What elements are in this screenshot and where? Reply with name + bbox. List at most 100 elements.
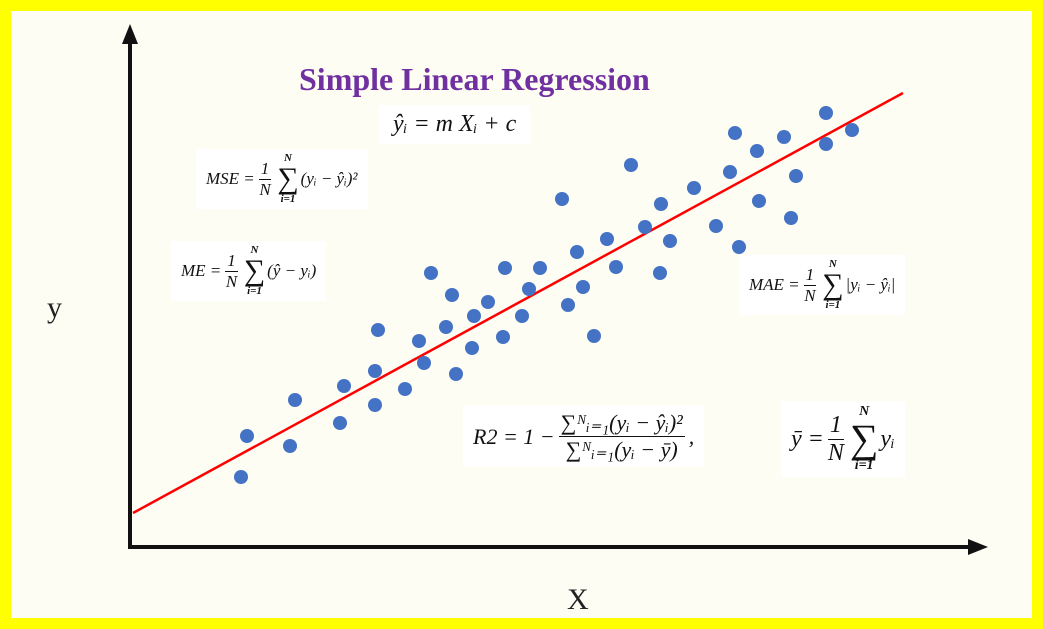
point	[240, 429, 254, 443]
point	[337, 379, 351, 393]
sum: N ∑ i=1	[850, 405, 879, 473]
sum-top: N	[828, 258, 837, 270]
point	[653, 266, 667, 280]
point	[496, 330, 510, 344]
point	[576, 280, 590, 294]
point	[234, 470, 248, 484]
point	[784, 211, 798, 225]
num: 1	[225, 250, 238, 272]
num: 1	[827, 411, 844, 440]
point	[424, 266, 438, 280]
sum-bottom: i=1	[854, 458, 874, 473]
term: (ŷ − yᵢ)	[267, 261, 317, 280]
point	[728, 126, 742, 140]
den: ∑ᴺᵢ₌₁(yᵢ − ȳ)	[565, 437, 678, 462]
point	[845, 123, 859, 137]
prediction-formula: ŷᵢ = m Xᵢ + c	[379, 105, 531, 144]
y-label: y	[47, 291, 62, 324]
tail: ,	[688, 423, 695, 449]
point	[789, 169, 803, 183]
lhs: MSE =	[206, 169, 255, 188]
fraction: ∑ᴺᵢ₌₁(yᵢ − ŷᵢ)² ∑ᴺᵢ₌₁(yᵢ − ȳ)	[558, 410, 685, 463]
sum-bottom: i=1	[280, 193, 296, 205]
point	[467, 309, 481, 323]
point	[555, 192, 569, 206]
point	[638, 220, 652, 234]
point	[609, 260, 623, 274]
point	[481, 295, 495, 309]
point	[498, 261, 512, 275]
term: |yᵢ − ŷᵢ|	[845, 275, 896, 294]
point	[371, 323, 385, 337]
num: ∑ᴺᵢ₌₁(yᵢ − ŷᵢ)²	[558, 410, 685, 437]
point	[368, 364, 382, 378]
sum: N ∑ i=1	[244, 245, 265, 297]
point	[449, 367, 463, 381]
point	[600, 232, 614, 246]
point	[368, 398, 382, 412]
term: (yᵢ − ŷᵢ)²	[300, 169, 358, 188]
point	[412, 334, 426, 348]
point	[522, 282, 536, 296]
point	[752, 194, 766, 208]
point	[819, 106, 833, 120]
sigma: ∑	[822, 268, 844, 301]
term: yᵢ	[880, 425, 895, 452]
x-arrow	[968, 539, 988, 555]
point	[819, 137, 833, 151]
x-label: X	[567, 583, 589, 616]
num: 1	[803, 264, 817, 286]
r2-formula: R2 = 1 − ∑ᴺᵢ₌₁(yᵢ − ŷᵢ)² ∑ᴺᵢ₌₁(yᵢ − ȳ) ,	[463, 406, 705, 467]
point	[654, 197, 668, 211]
point	[663, 234, 677, 248]
sum-bottom: i=1	[247, 285, 262, 297]
point	[750, 144, 764, 158]
sum-bottom: i=1	[825, 299, 841, 311]
lhs: MAE =	[749, 275, 800, 294]
point	[439, 320, 453, 334]
point	[465, 341, 479, 355]
title: Simple Linear Regression	[299, 61, 650, 97]
lhs: R2 = 1 −	[473, 423, 555, 449]
point	[687, 181, 701, 195]
sigma: ∑	[849, 416, 879, 461]
point	[777, 130, 791, 144]
point	[624, 158, 638, 172]
sum: N ∑ i=1	[822, 259, 843, 311]
den: N	[804, 285, 816, 305]
point	[398, 382, 412, 396]
points	[234, 106, 859, 484]
sigma: ∑	[243, 254, 266, 287]
den: N	[259, 179, 271, 199]
sum-top: N	[284, 152, 292, 164]
point	[515, 309, 529, 323]
point	[417, 356, 431, 370]
lhs: ME =	[181, 261, 222, 280]
lhs: ȳ =	[791, 425, 824, 452]
point	[533, 261, 547, 275]
sum-top: N	[250, 244, 259, 256]
sum: N ∑ i=1	[277, 153, 298, 205]
point	[283, 439, 297, 453]
den: N	[225, 271, 238, 291]
point	[570, 245, 584, 259]
sigma: ∑	[277, 162, 299, 195]
point	[333, 416, 347, 430]
point	[288, 393, 302, 407]
point	[709, 219, 723, 233]
den: N	[827, 439, 844, 466]
y-arrow	[122, 24, 138, 44]
point	[561, 298, 575, 312]
point	[587, 329, 601, 343]
